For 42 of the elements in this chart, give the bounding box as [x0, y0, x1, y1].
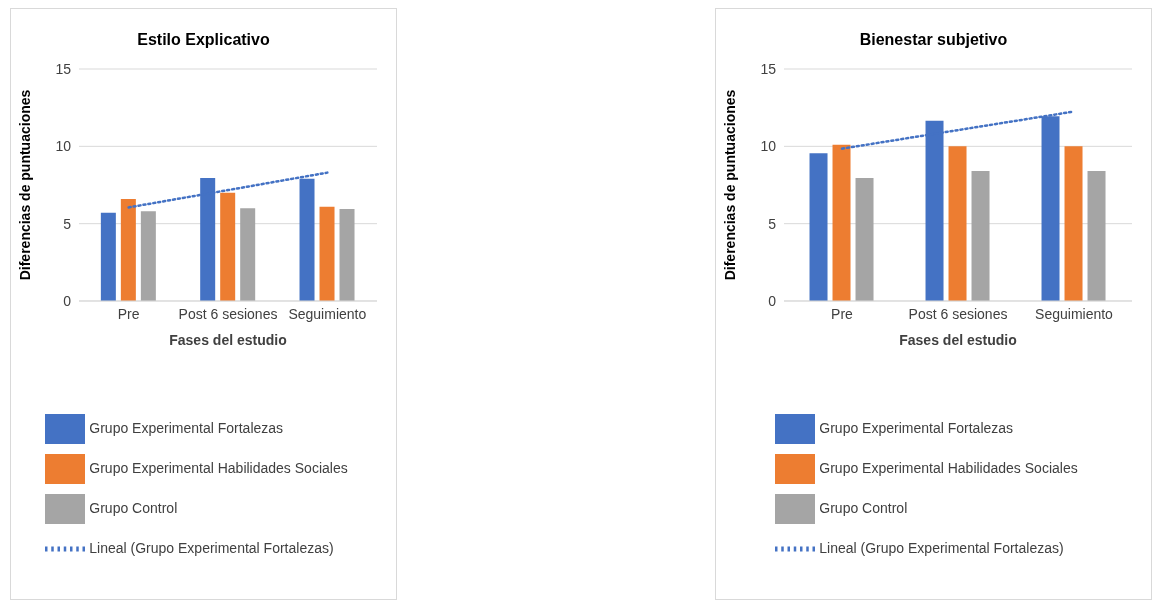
y-tick-label: 5 — [768, 215, 777, 232]
y-tick-label: 5 — [63, 215, 72, 232]
bar — [120, 198, 136, 301]
y-tick-label: 0 — [768, 292, 777, 309]
x-axis-title: Fases del estudio — [899, 332, 1017, 348]
y-tick-label: 10 — [760, 138, 777, 155]
x-tick-label: Pre — [831, 305, 854, 322]
bar — [809, 153, 828, 301]
legend-label: Grupo Control — [819, 499, 908, 516]
bar — [971, 171, 990, 301]
y-tick-label: 10 — [55, 138, 72, 155]
bar — [100, 212, 116, 301]
chart-title: Bienestar subjetivo — [858, 31, 1009, 49]
x-tick-label: Seguimiento — [1035, 305, 1114, 322]
legend-label: Grupo Experimental Fortalezas — [819, 419, 1014, 436]
x-axis-title: Fases del estudio — [169, 332, 287, 348]
y-axis-title: Diferencias de puntuaciones — [721, 89, 738, 281]
bar — [319, 206, 335, 301]
legend-label: Grupo Experimental Habilidades Sociales — [89, 459, 348, 476]
x-tick-label: Post 6 sesiones — [908, 305, 1008, 322]
legend-label: Grupo Control — [89, 499, 178, 516]
y-axis-title: Diferencias de puntuaciones — [16, 89, 33, 281]
x-tick-label: Seguimiento — [288, 305, 367, 322]
legend-label: Lineal (Grupo Experimental Fortalezas) — [89, 539, 334, 556]
bar — [948, 146, 967, 301]
bar — [339, 208, 355, 301]
legend-label: Grupo Experimental Fortalezas — [89, 419, 284, 436]
bar — [1087, 171, 1106, 301]
y-tick-label: 0 — [63, 292, 72, 309]
legend-label: Grupo Experimental Habilidades Sociales — [819, 459, 1078, 476]
x-tick-label: Post 6 sesiones — [178, 305, 278, 322]
legend-label: Lineal (Grupo Experimental Fortalezas) — [819, 539, 1064, 556]
chart-title: Estilo Explicativo — [136, 31, 271, 49]
bar — [240, 208, 256, 301]
bar — [220, 192, 236, 301]
x-tick-label: Pre — [117, 305, 140, 322]
bar — [832, 144, 851, 301]
y-tick-label: 15 — [55, 60, 72, 77]
bar — [140, 211, 156, 301]
bar — [855, 178, 874, 301]
y-tick-label: 15 — [760, 60, 777, 77]
bar — [1064, 146, 1083, 301]
